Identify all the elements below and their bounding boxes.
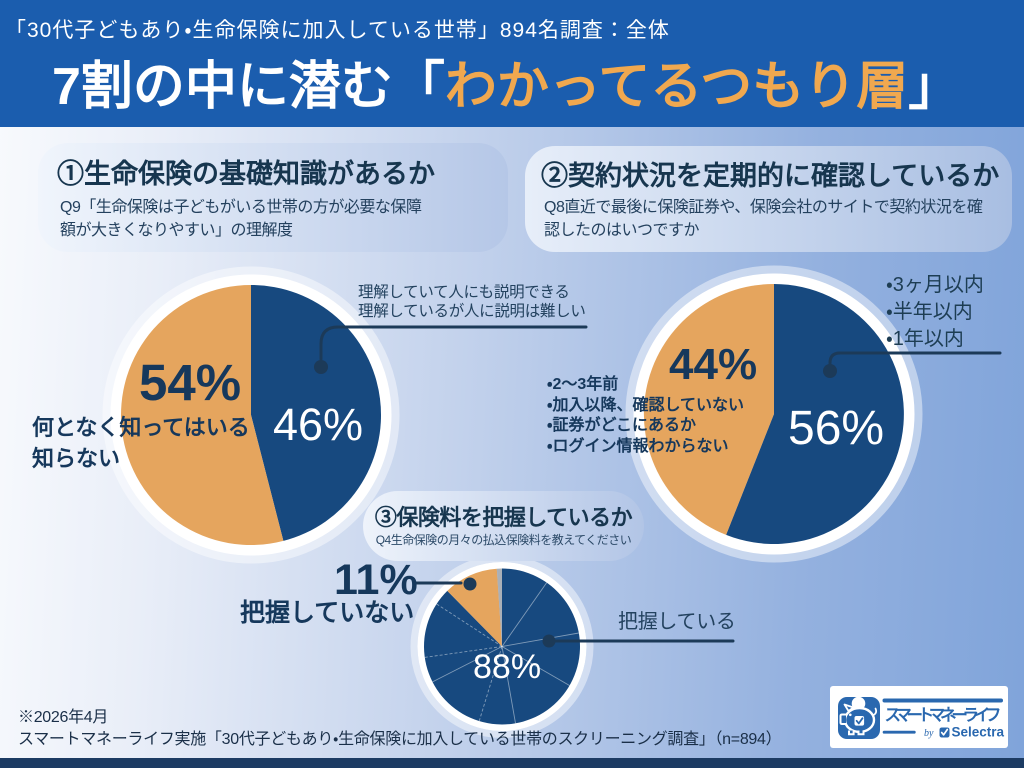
svg-text:スマートマネーライフ: スマートマネーライフ bbox=[885, 706, 1002, 725]
svg-text:Selectra: Selectra bbox=[952, 725, 1005, 740]
svg-text:by: by bbox=[924, 728, 934, 739]
